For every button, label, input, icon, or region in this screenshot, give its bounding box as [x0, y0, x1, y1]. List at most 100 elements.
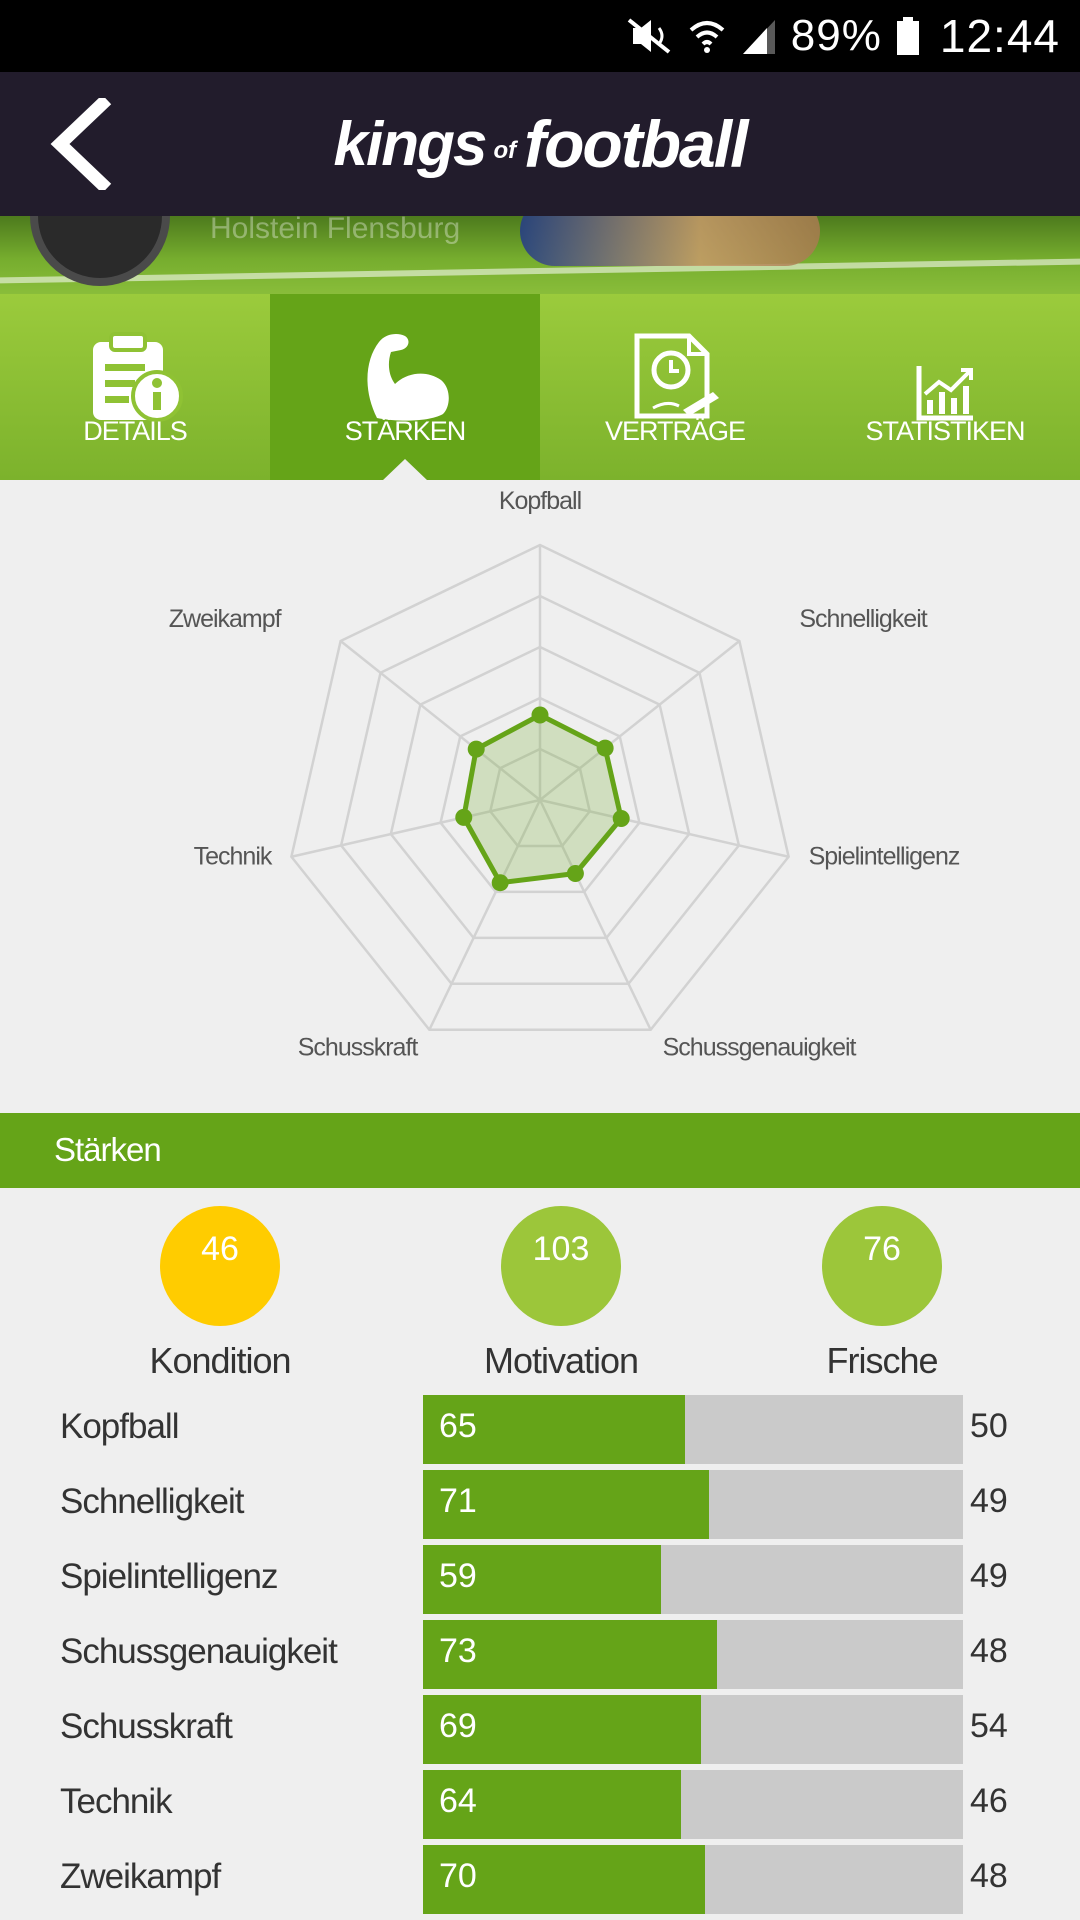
skill-value: 71 — [439, 1482, 477, 1520]
meter-kondition-label: Kondition — [149, 1340, 291, 1381]
active-tab-pointer — [382, 459, 428, 481]
radar-grid-ring — [488, 747, 592, 848]
skill-fill: 64 — [423, 1770, 681, 1839]
radar-grid-ring — [389, 645, 691, 940]
back-button[interactable] — [30, 94, 130, 194]
contract-clock-icon — [634, 333, 719, 419]
radar-data-point — [566, 865, 584, 883]
skill-track: 71 — [423, 1470, 963, 1539]
tab-details-label: DETAILS — [83, 416, 188, 446]
club-name: Holstein Flensburg — [210, 216, 461, 245]
radar-svg: Kopfball Schnelligkeit Spielintelligenz Sch… — [169, 487, 961, 1062]
section-header: Stärken — [0, 1113, 1080, 1188]
tab-details[interactable]: DETAILS — [0, 294, 270, 480]
skill-row-zweikampf: Zweikampf 70 48 — [0, 1845, 1080, 1914]
signal-icon — [742, 20, 775, 54]
chevron-left-icon — [50, 98, 112, 190]
skill-track: 73 — [423, 1620, 963, 1689]
logo-word-football: football — [524, 107, 748, 181]
skill-fill: 65 — [423, 1395, 685, 1464]
status-bar: 89% 12:44 — [0, 0, 1080, 72]
tab-staerken[interactable]: STÄRKEN — [270, 294, 540, 481]
tab-vertraege-label: VERTRÄGE — [604, 416, 746, 446]
radar-axis-line — [539, 640, 741, 801]
skill-track: 64 — [423, 1770, 963, 1839]
radar-axis-label: Spielintelligenz — [809, 843, 960, 871]
logo-word-of: of — [493, 137, 517, 164]
meter-motivation: 103 Motivation — [441, 1206, 681, 1382]
radar-series-area — [461, 712, 624, 886]
skill-row-kopfball: Kopfball 65 50 — [0, 1395, 1080, 1464]
meter-motivation-label: Motivation — [483, 1340, 639, 1381]
skill-track: 65 — [423, 1395, 963, 1464]
radar-data-point — [455, 808, 473, 826]
clock: 12:44 — [939, 10, 1060, 62]
skill-secondary-value: 49 — [970, 1557, 1008, 1595]
meter-frische: 76 Frische — [762, 1206, 1002, 1382]
radar-grid-ring — [290, 543, 790, 1031]
skill-fill: 73 — [423, 1620, 718, 1689]
skill-label: Schussgenauigkeit — [60, 1632, 338, 1671]
radar-axis-label: Schussgenauigkeit — [663, 1034, 857, 1062]
skill-track: 59 — [423, 1545, 963, 1614]
skill-row-technik: Technik 64 46 — [0, 1770, 1080, 1839]
radar-axis-label: Zweikampf — [169, 605, 282, 633]
skill-row-schussgenauigkeit: Schussgenauigkeit 73 48 — [0, 1620, 1080, 1689]
wifi-icon — [689, 21, 725, 53]
skill-label: Kopfball — [60, 1407, 179, 1446]
meter-frische-label: Frische — [826, 1340, 938, 1381]
radar-data-point — [531, 706, 549, 724]
skill-row-schusskraft: Schusskraft 69 54 — [0, 1695, 1080, 1764]
skill-label: Technik — [60, 1782, 173, 1821]
mute-icon — [627, 18, 671, 54]
skill-secondary-value: 49 — [970, 1482, 1008, 1520]
radar-axis-line — [428, 799, 542, 1031]
app-header: kings of football — [0, 72, 1080, 216]
meter-frische-circle: 76 — [822, 1206, 942, 1326]
section-title: Stärken — [54, 1131, 162, 1168]
radar-data-point — [596, 739, 614, 757]
flexed-arm-icon — [367, 334, 449, 421]
radar-axis-label: Schnelligkeit — [799, 605, 927, 633]
player-banner: Holstein Flensburg — [0, 216, 1080, 294]
skill-value: 73 — [439, 1632, 477, 1670]
meter-motivation-circle: 103 — [501, 1206, 621, 1326]
skill-secondary-value: 48 — [970, 1632, 1008, 1670]
battery-percent: 89% — [790, 11, 882, 60]
document-info-icon — [93, 332, 183, 422]
radar-grid-ring — [339, 594, 741, 986]
skill-row-schnelligkeit: Schnelligkeit 71 49 — [0, 1470, 1080, 1539]
tab-vertraege[interactable]: VERTRÄGE — [540, 294, 810, 480]
radar-axis-line — [538, 799, 652, 1031]
tab-statistiken[interactable]: STATISTIKEN — [810, 294, 1080, 480]
skill-secondary-value: 50 — [970, 1407, 1008, 1445]
radar-axis-line — [339, 640, 541, 801]
skill-track: 69 — [423, 1695, 963, 1764]
skill-fill: 69 — [423, 1695, 702, 1764]
meter-kondition-circle: 46 — [160, 1206, 280, 1326]
radar-axis-line — [539, 798, 789, 858]
tab-statistiken-label: STATISTIKEN — [865, 416, 1025, 446]
logo-word-kings: kings — [333, 109, 488, 179]
skill-label: Spielintelligenz — [60, 1557, 278, 1596]
skill-value: 59 — [439, 1557, 477, 1595]
skill-secondary-value: 46 — [970, 1782, 1008, 1820]
skill-value: 70 — [439, 1857, 477, 1895]
skill-fill: 70 — [423, 1845, 706, 1914]
skill-secondary-value: 48 — [970, 1857, 1008, 1895]
skill-value: 64 — [439, 1782, 477, 1820]
skill-fill: 59 — [423, 1545, 661, 1614]
skill-secondary-value: 54 — [970, 1707, 1008, 1745]
radar-chart: Kopfball Schnelligkeit Spielintelligenz Sch… — [0, 480, 1080, 1113]
skill-fill: 71 — [423, 1470, 710, 1539]
radar-axis-label: Technik — [194, 843, 273, 871]
radar-axis-line — [291, 798, 541, 858]
player-image — [520, 216, 820, 266]
skill-label: Zweikampf — [60, 1857, 221, 1896]
radar-data-point — [612, 810, 630, 828]
skill-label: Schnelligkeit — [60, 1482, 244, 1521]
skill-value: 69 — [439, 1707, 477, 1745]
line-chart-icon — [916, 366, 973, 421]
radar-axis-label: Kopfball — [499, 487, 581, 515]
battery-icon — [896, 17, 919, 55]
